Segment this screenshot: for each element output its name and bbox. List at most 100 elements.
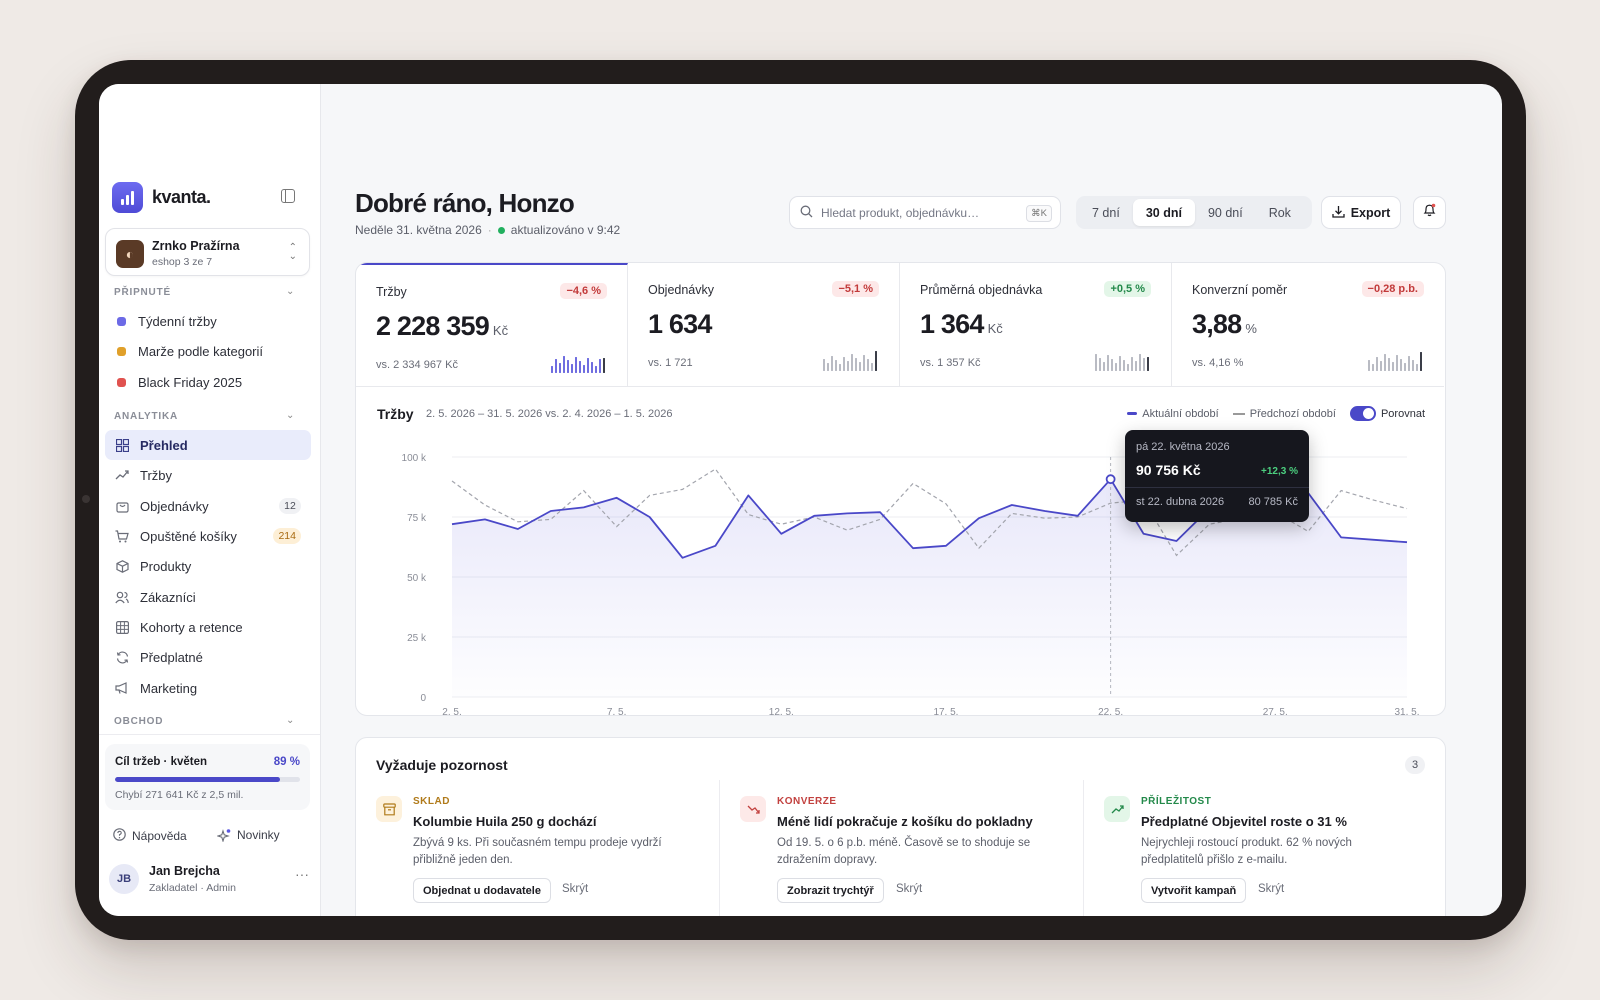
table-icon [115,620,129,634]
help-link[interactable]: Nápověda [113,828,187,844]
previous-data-point [845,528,850,533]
store-switcher[interactable]: ◐ Zrnko Pražírna eshop 3 ze 7 ⌃ ⌄ [105,228,310,276]
export-button[interactable]: Export [1321,196,1401,229]
hide-link[interactable]: Skrýt [562,883,589,895]
previous-data-point [1174,553,1179,558]
current-data-point[interactable] [712,543,718,549]
store-sub: eshop 3 ze 7 [152,256,213,268]
current-data-point[interactable] [1141,531,1147,537]
order-from-supplier-button[interactable]: Objednat u dodavatele [413,878,551,903]
current-data-point[interactable] [1009,502,1015,508]
highlighted-data-point[interactable] [1105,474,1116,485]
sparkline-bar [595,366,597,373]
more-icon[interactable]: ··· [295,866,309,882]
brand[interactable]: kvanta. [112,182,211,213]
sidebar-item-products[interactable]: Produkty [105,551,311,581]
sparkline-bar [599,359,601,373]
range-year-button[interactable]: Rok [1268,205,1291,220]
sidebar-item-cohorts[interactable]: Kohorty a retence [105,612,311,642]
current-data-point[interactable] [449,521,455,527]
pinned-item-weekly[interactable]: Týdenní tržby [105,306,311,336]
kpi-avg-order-card[interactable]: Průměrná objednávka +0,5 % 1 364 Kč vs. 1… [900,263,1172,387]
tooltip-divider [1125,487,1309,488]
current-data-point[interactable] [745,492,751,498]
chevron-down-icon[interactable]: ⌄ [286,410,295,421]
current-data-point[interactable] [1338,534,1344,540]
sidebar-item-abandoned-carts[interactable]: Opuštěné košíky 214 [105,521,311,551]
current-data-point[interactable] [1042,508,1048,514]
previous-data-point [1306,529,1311,534]
current-data-point[interactable] [482,516,488,522]
sparkline-bar [847,361,849,371]
sidebar-item-customers[interactable]: Zákazníci [105,582,311,612]
chevron-down-icon[interactable]: ⌄ [286,715,295,726]
pinned-label: Týdenní tržby [138,313,217,329]
sidebar-item-revenue[interactable]: Tržby [105,460,311,490]
compare-toggle[interactable]: Porovnat [1349,406,1425,421]
current-data-point[interactable] [515,526,521,532]
cart-icon [115,529,129,543]
sidebar-item-orders[interactable]: Objednávky 12 [105,491,311,521]
tooltip-date: pá 22. května 2026 [1136,441,1230,453]
kpi-revenue-card[interactable]: Tržby −4,6 % 2 228 359 Kč vs. 2 334 967 K… [356,263,628,387]
range-30d-button[interactable]: 30 dní [1132,199,1195,226]
sparkline-bar [855,358,857,371]
current-data-point[interactable] [1173,538,1179,544]
revenue-line-chart[interactable]: 0 25 k 50 k 75 k 100 k 2. 5. 7. 5. 12. 5. 17. 5.… [356,423,1445,715]
section-analytics-title: ANALYTIKA [114,411,179,422]
previous-data-point [779,522,784,527]
sidebar-item-marketing[interactable]: Marketing [105,673,311,703]
current-data-point[interactable] [976,515,982,521]
current-data-point[interactable] [680,555,686,561]
current-data-point[interactable] [877,509,883,515]
user-profile[interactable]: JB Jan Brejcha Zakladatel · Admin ··· [109,864,309,904]
sidebar-item-label: Opuštěné košíky [140,528,237,544]
current-data-point[interactable] [778,531,784,537]
current-data-point[interactable] [1404,539,1410,545]
sidebar-item-overview[interactable]: Přehled [105,430,311,460]
kpi-unit: Kč [492,323,509,338]
current-data-point[interactable] [548,508,554,514]
chevron-down-icon[interactable]: ⌄ [286,286,295,297]
legend-previous-label: Předchozí období [1249,407,1336,420]
show-funnel-button[interactable]: Zobrazit trychtýř [777,878,884,903]
current-data-point[interactable] [614,495,620,501]
hide-link[interactable]: Skrýt [1258,883,1285,895]
kpi-conversion-card[interactable]: Konverzní poměr −0,28 p.b. 3,88% vs. 4,1… [1172,263,1444,387]
trend-up-icon [1104,796,1130,822]
refresh-icon [115,650,129,664]
notifications-button[interactable] [1413,196,1446,229]
current-data-point[interactable] [943,543,949,549]
grid-icon [115,438,129,452]
sparkline-bar [1384,354,1386,371]
sidebar-item-subscriptions[interactable]: Předplatné [105,642,311,672]
search-input[interactable]: Hledat produkt, objednávku… ⌘K [789,196,1061,229]
current-data-point[interactable] [910,545,916,551]
revenue-goal-card[interactable]: Cíl tržeb · květen 89 % Chybí 271 641 Kč… [105,744,310,810]
revenue-panel: Tržby −4,6 % 2 228 359 Kč vs. 2 334 967 K… [355,262,1446,716]
pinned-item-margins[interactable]: Marže podle kategorií [105,336,311,366]
previous-data-point [1075,515,1080,520]
range-90d-button[interactable]: 90 dní [1207,205,1243,220]
current-data-point[interactable] [581,504,587,510]
hide-link[interactable]: Skrýt [896,883,923,895]
sparkline-bar [591,362,593,373]
sidebar-collapse-icon[interactable] [281,189,295,203]
x-tick-label: 17. 5. [933,707,958,715]
news-link[interactable]: Novinky [216,828,280,843]
sparkline-bar [867,359,869,371]
pinned-item-black-friday[interactable]: Black Friday 2025 [105,367,311,397]
previous-data-point [1108,501,1113,506]
sparkline-bar [1107,355,1109,371]
create-campaign-button[interactable]: Vytvořit kampaň [1141,878,1247,903]
current-data-point[interactable] [647,514,653,520]
kpi-orders-card[interactable]: Objednávky −5,1 % 1 634 vs. 1 721 [628,263,900,387]
y-tick-label: 100 k [402,453,427,464]
current-data-point[interactable] [1371,537,1377,543]
previous-data-point [911,481,916,486]
current-data-point[interactable] [844,510,850,516]
range-7d-button[interactable]: 7 dní [1092,205,1120,220]
compare-switch[interactable] [1349,406,1376,421]
sparkline-bar [851,354,853,371]
legend-previous: Předchozí období [1232,407,1336,420]
